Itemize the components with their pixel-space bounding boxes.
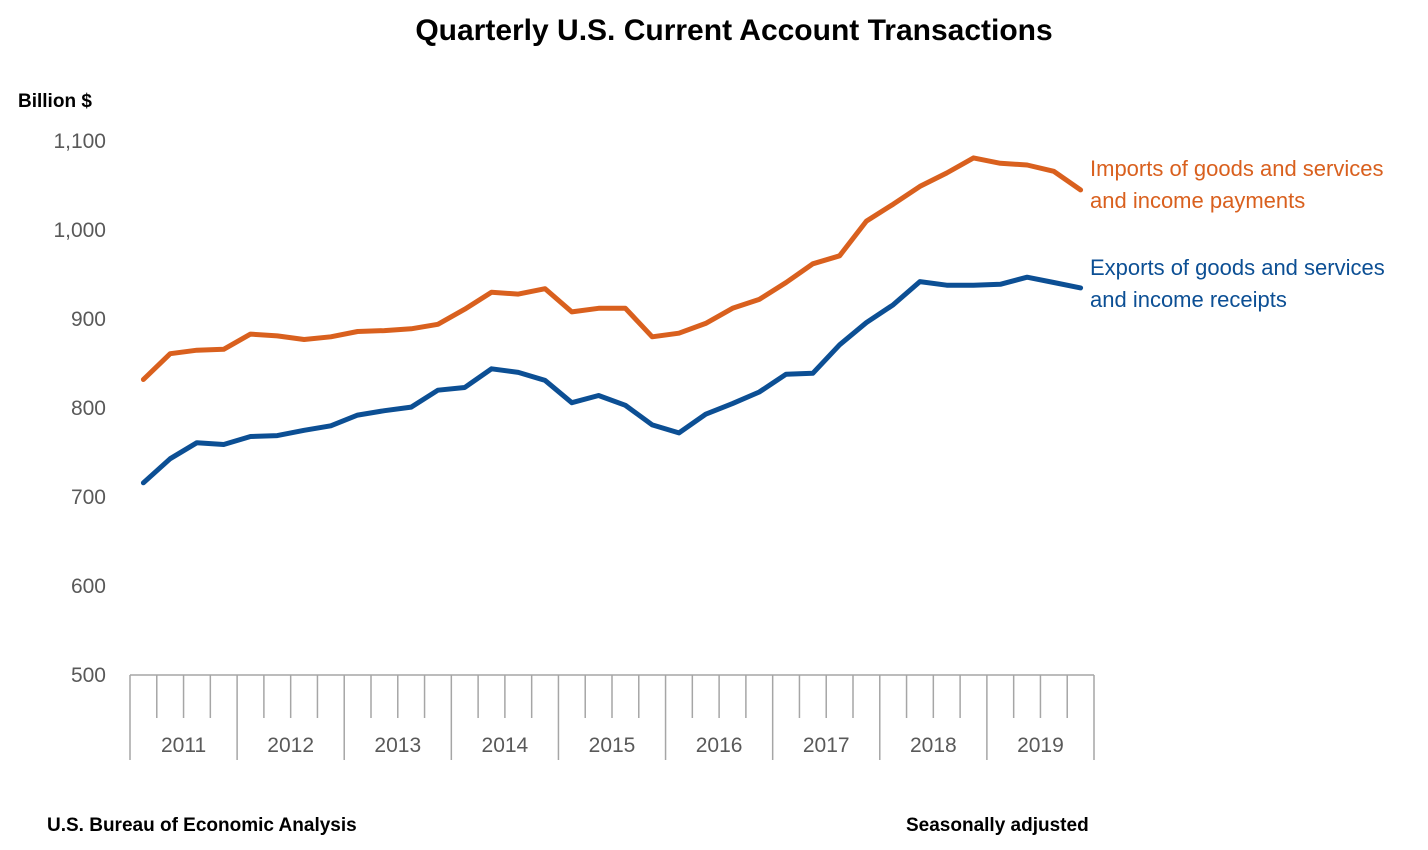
x-tick-label: 2015: [589, 734, 636, 757]
chart-title: Quarterly U.S. Current Account Transacti…: [415, 14, 1052, 47]
x-tick-label: 2012: [267, 734, 314, 757]
series-lines: [140, 155, 1084, 486]
series-line-exports: [140, 274, 1084, 486]
legend-imports-line2: and income payments: [1090, 188, 1305, 213]
seasonal-note: Seasonally adjusted: [906, 815, 1089, 836]
y-tick-label: 1,100: [53, 130, 106, 153]
y-tick-label: 1,000: [53, 219, 106, 242]
y-tick-label: 900: [71, 308, 106, 331]
x-tick-label: 2013: [374, 734, 421, 757]
x-axis: [129, 674, 1095, 760]
legend-exports-line2: and income receipts: [1090, 287, 1287, 312]
x-tick-label: 2011: [161, 734, 206, 757]
source-note: U.S. Bureau of Economic Analysis: [47, 815, 357, 836]
x-axis-year-labels: 2011 2012 2013 2014 2015 2016 2017 2018 2019: [161, 734, 1064, 757]
y-axis-ticks: 500 600 700 800 900 1,000 1,100: [53, 130, 106, 687]
y-tick-label: 500: [71, 664, 106, 687]
y-tick-label: 600: [71, 575, 106, 598]
x-tick-label: 2019: [1017, 734, 1064, 757]
series-line-imports: [140, 155, 1084, 382]
y-axis-label: Billion $: [18, 91, 92, 112]
x-tick-label: 2014: [482, 734, 529, 757]
x-tick-label: 2018: [910, 734, 957, 757]
legend-imports-line1: Imports of goods and services: [1090, 156, 1383, 181]
x-tick-label: 2017: [803, 734, 850, 757]
legend-exports-line1: Exports of goods and services: [1090, 255, 1385, 280]
y-tick-label: 800: [71, 397, 106, 420]
x-tick-label: 2016: [696, 734, 743, 757]
y-tick-label: 700: [71, 486, 106, 509]
